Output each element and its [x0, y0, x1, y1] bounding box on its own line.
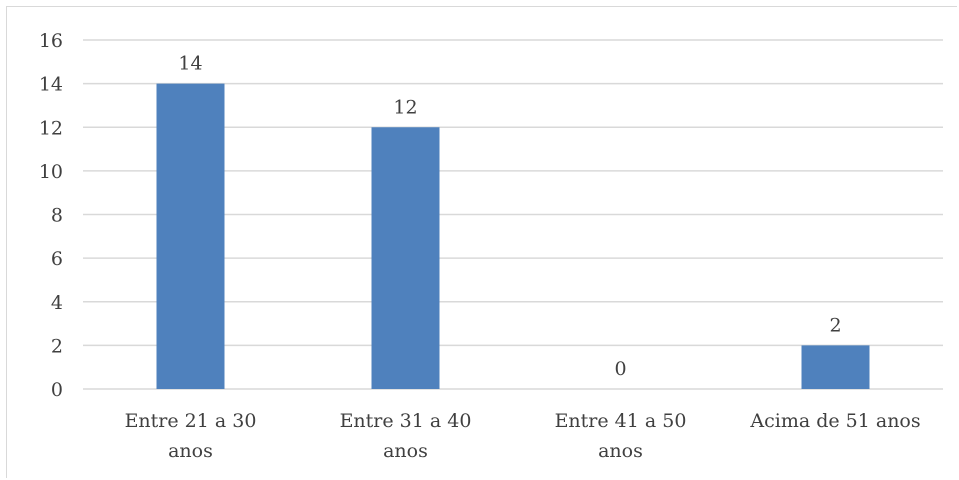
y-tick-label: 8: [51, 205, 63, 227]
category-label: Entre 41 a 50 anos: [555, 410, 687, 462]
category-label-line: anos: [598, 440, 643, 462]
bar: [801, 345, 870, 389]
category-label-line: Entre 31 a 40: [340, 410, 472, 432]
data-label: 2: [829, 314, 841, 336]
data-label: 0: [614, 358, 626, 380]
category-label: Acima de 51 anos: [749, 410, 920, 432]
y-tick-label: 12: [39, 117, 63, 139]
chart-frame: 0 2 4 6 8 10 12 14 16 14 12 0 2 Entre 21 a 30 anos En…: [6, 6, 957, 478]
y-axis-ticks: 0 2 4 6 8 10 12 14 16: [39, 30, 63, 401]
bar: [371, 127, 440, 389]
y-tick-label: 14: [39, 74, 63, 96]
data-label: 14: [178, 53, 202, 75]
y-tick-label: 4: [51, 292, 63, 314]
category-label-line: Entre 41 a 50: [555, 410, 687, 432]
category-label-line: Acima de 51 anos: [749, 410, 920, 432]
category-label-line: Entre 21 a 30: [125, 410, 257, 432]
y-tick-label: 0: [51, 379, 63, 401]
gridlines: [83, 39, 943, 390]
y-tick-label: 10: [39, 161, 63, 183]
category-label: Entre 31 a 40 anos: [340, 410, 472, 462]
category-label: Entre 21 a 30 anos: [125, 410, 257, 462]
category-label-line: anos: [383, 440, 428, 462]
category-label-line: anos: [168, 440, 213, 462]
bars: [156, 83, 870, 389]
y-tick-label: 2: [51, 335, 63, 357]
data-labels: 14 12 0 2: [178, 53, 841, 380]
bar: [156, 83, 225, 389]
data-label: 12: [393, 96, 417, 118]
y-tick-label: 16: [39, 30, 63, 52]
y-tick-label: 6: [51, 248, 63, 270]
